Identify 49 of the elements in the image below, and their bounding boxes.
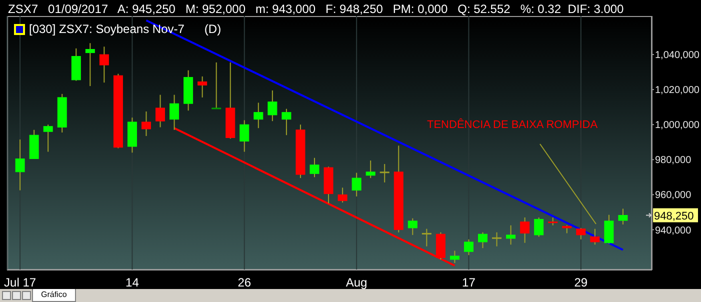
candlestick [310,157,320,178]
y-tick-label: 1,000,000 [655,120,700,132]
y-tick-label: 980,000 [655,155,692,166]
y-tick-label: 1,040,000 [655,50,700,62]
y-tick-label: 940,000 [655,225,692,236]
candlestick [29,129,39,160]
candlestick [450,250,460,264]
candlestick [506,224,516,246]
annotation: TENDÊNCIA DE BAIXA ROMPIDA [427,119,598,131]
x-tick-label: 14 [126,276,140,290]
candlestick [212,62,222,110]
candlestick [240,120,250,152]
chart-title: ZSX7 01/09/2017 A: 945,250 M: 952,000 m: 943,000 F: 948,250 PM: 0,000 Q: 52.552 %: 0.32 DIF: 3.000 [8,2,624,16]
candlestick [198,76,208,98]
candlestick [534,216,544,238]
x-tick-label: Jul 17 [4,276,36,290]
candlestick [408,218,418,236]
candlestick [422,228,432,247]
candlestick [618,208,628,225]
y-tick-label: 1,020,000 [655,85,700,96]
candlestick [170,94,180,130]
candlestick [380,164,390,183]
candlestick [436,232,446,260]
candlestick [576,227,586,240]
candlestick [604,214,614,244]
candlestick [464,238,474,256]
candlestick [366,160,376,179]
candlestick [99,46,109,84]
candlestick [43,124,53,152]
candlestick [338,187,348,204]
y-tick-label: 960,000 [655,190,692,202]
candlestick [590,228,600,246]
text: 948,250 [654,210,694,222]
candlestick [352,172,362,197]
x-tick-label: 17 [462,276,476,290]
candlestick [268,90,278,122]
x-tick-label: Aug [346,276,368,290]
candlestick [520,216,530,244]
x-tick-label: 26 [238,276,252,290]
candlestick [141,110,151,136]
candlestick [478,232,488,249]
candlestick [85,42,95,87]
candlestick [15,138,25,191]
candlestick [71,48,81,82]
candlestick [282,108,292,136]
x-tick-label: 29 [574,276,588,290]
candlestick [156,94,166,128]
candlestick [492,232,502,247]
candlestick [254,102,264,129]
